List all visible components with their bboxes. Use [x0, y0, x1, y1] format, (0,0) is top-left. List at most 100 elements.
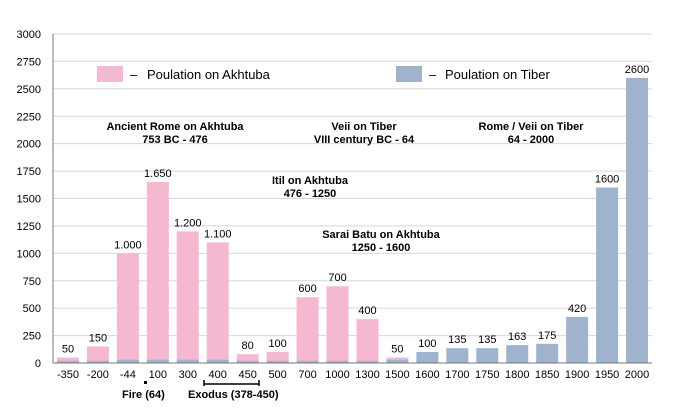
x-tick-label: 1850 [535, 369, 559, 381]
axes [52, 34, 652, 364]
x-tick-label: 300 [179, 369, 197, 381]
x-tick-label: 1300 [355, 369, 379, 381]
data-label-akhtuba: 700 [328, 272, 346, 284]
grid [53, 33, 652, 337]
data-label-akhtuba: 50 [62, 344, 74, 356]
era-ancient-rome-dates: 753 BC - 476 [142, 134, 207, 146]
data-label-tiber: 1600 [595, 174, 619, 186]
legend-label-tiber: Poulation on Tiber [445, 67, 550, 82]
x-tick-label: 700 [298, 369, 316, 381]
bar-tiber [506, 345, 529, 363]
bar-tiber [176, 359, 199, 363]
bar-tiber [236, 360, 259, 363]
y-tick-label: 250 [23, 331, 41, 343]
x-tick-label: 2000 [625, 369, 649, 381]
x-tick-label: 1000 [325, 369, 349, 381]
bars [56, 77, 649, 363]
data-label-akhtuba: 1.650 [144, 168, 172, 180]
bar-tiber [476, 348, 499, 363]
notes: Fire (64) Exodus (378-450) [122, 380, 279, 401]
bar-akhtuba [176, 231, 199, 363]
y-tick-labels: 0 250 500 750 1000 1250 1500 1750 2000 2250 2500 27… [17, 29, 41, 370]
data-label-akhtuba: 100 [268, 338, 286, 350]
era-veii-dates: VIII century BC - 64 [314, 134, 415, 146]
bar-tiber [86, 360, 109, 363]
legend-swatch-tiber [396, 66, 422, 82]
bar-tiber [596, 187, 619, 363]
y-tick-label: 1000 [17, 248, 41, 260]
bar-tiber [206, 359, 229, 363]
era-itil-dates: 476 - 1250 [284, 188, 337, 200]
bar-tiber [386, 359, 409, 363]
bar-tiber [146, 359, 169, 363]
data-label-akhtuba: 400 [358, 305, 376, 317]
data-label-akhtuba: 50 [391, 344, 403, 356]
x-tick-label: 500 [268, 369, 286, 381]
x-tick-label: 1500 [385, 369, 409, 381]
bar-tiber [296, 360, 319, 363]
x-tick-label: 1800 [505, 369, 529, 381]
data-label-tiber: 175 [538, 330, 556, 342]
era-rome-veii-title: Rome / Veii on Tiber [479, 121, 585, 133]
data-label-tiber: 420 [568, 303, 586, 315]
fire-marker [144, 381, 147, 384]
bar-tiber [326, 360, 349, 363]
bar-akhtuba [326, 286, 349, 363]
bar-tiber [566, 316, 589, 363]
legend-dash-tiber: – [429, 67, 437, 82]
era-veii-title: Veii on Tiber [331, 121, 397, 133]
era-ancient-rome-title: Ancient Rome on Akhtuba [106, 121, 244, 133]
bar-tiber [266, 360, 289, 363]
data-label-akhtuba: 1.100 [204, 228, 232, 240]
y-tick-label: 2750 [17, 56, 41, 68]
y-tick-label: 2000 [17, 139, 41, 151]
x-tick-label: -44 [120, 369, 136, 381]
data-label-akhtuba: 150 [89, 333, 107, 345]
legend: – Poulation on Akhtuba – Poulation on Ti… [97, 66, 550, 82]
data-label-tiber: 135 [478, 334, 496, 346]
y-tick-label: 2250 [17, 111, 41, 123]
bar-akhtuba [206, 242, 229, 363]
data-label-tiber: 100 [418, 338, 436, 350]
bar-tiber [56, 360, 79, 363]
y-tick-label: 2500 [17, 84, 41, 96]
bar-tiber [356, 360, 379, 363]
legend-label-akhtuba: Poulation on Akhtuba [147, 67, 271, 82]
bar-akhtuba [56, 357, 79, 363]
data-label-akhtuba: 1.200 [174, 217, 202, 229]
data-label-akhtuba: 80 [242, 340, 254, 352]
data-label-tiber: 163 [508, 331, 526, 343]
era-sarai-title: Sarai Batu on Akhtuba [322, 229, 440, 241]
data-label-akhtuba: 1.000 [114, 239, 142, 251]
data-label-akhtuba: 600 [298, 283, 316, 295]
legend-dash-akhtuba: – [130, 67, 138, 82]
x-tick-labels: -350 -200 -44 100 300 400 450 500 700 1000 1300 150… [57, 369, 649, 381]
x-tick-label: 400 [209, 369, 227, 381]
x-tick-label: -350 [57, 369, 79, 381]
data-label-tiber: 135 [448, 334, 466, 346]
y-tick-label: 1750 [17, 166, 41, 178]
bar-akhtuba [356, 319, 379, 363]
era-itil-title: Itil on Akhtuba [272, 175, 349, 187]
legend-swatch-akhtuba [97, 66, 123, 82]
era-rome-veii-dates: 64 - 2000 [508, 134, 554, 146]
bar-tiber [416, 352, 439, 363]
x-tick-label: 1600 [415, 369, 439, 381]
x-tick-label: 1900 [565, 369, 589, 381]
x-tick-label: 1700 [445, 369, 469, 381]
era-annotations: Ancient Rome on Akhtuba 753 BC - 476 Vei… [106, 121, 584, 254]
data-label-tiber: 2600 [625, 64, 649, 76]
x-tick-label: 450 [238, 369, 256, 381]
bar-tiber [626, 77, 649, 363]
bar-akhtuba [116, 253, 139, 363]
bar-akhtuba [236, 354, 259, 363]
bar-tiber [536, 343, 559, 363]
bar-akhtuba [86, 346, 109, 363]
x-tick-label: 1750 [475, 369, 499, 381]
bar-akhtuba [266, 352, 289, 363]
y-tick-label: 3000 [17, 29, 41, 41]
x-tick-label: -200 [87, 369, 109, 381]
y-tick-label: 750 [23, 276, 41, 288]
